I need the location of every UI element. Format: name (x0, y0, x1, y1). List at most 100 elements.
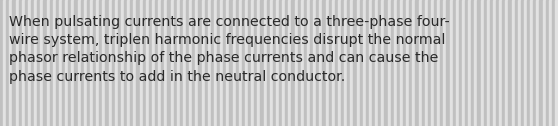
Bar (28, 0, 31, 126)
Bar (412, 0, 415, 126)
Bar (502, 0, 506, 126)
Bar (127, 0, 130, 126)
Bar (133, 0, 136, 126)
Bar (508, 0, 512, 126)
Bar (468, 0, 471, 126)
Bar (397, 0, 400, 126)
Bar (474, 0, 478, 126)
Bar (80, 0, 84, 126)
Bar (301, 0, 304, 126)
Bar (506, 0, 508, 126)
Bar (493, 0, 496, 126)
Bar (459, 0, 462, 126)
Bar (282, 0, 285, 126)
Bar (521, 0, 524, 126)
Bar (87, 0, 90, 126)
Bar (403, 0, 406, 126)
Bar (121, 0, 124, 126)
Bar (331, 0, 335, 126)
Bar (186, 0, 189, 126)
Bar (462, 0, 465, 126)
Bar (140, 0, 143, 126)
Bar (533, 0, 536, 126)
Bar (555, 0, 558, 126)
Bar (261, 0, 263, 126)
Bar (254, 0, 257, 126)
Bar (46, 0, 50, 126)
Bar (415, 0, 418, 126)
Bar (552, 0, 555, 126)
Bar (440, 0, 443, 126)
Bar (229, 0, 233, 126)
Bar (199, 0, 201, 126)
Bar (214, 0, 217, 126)
Bar (248, 0, 251, 126)
Bar (62, 0, 65, 126)
Bar (471, 0, 474, 126)
Bar (227, 0, 229, 126)
Bar (25, 0, 28, 126)
Bar (78, 0, 80, 126)
Bar (251, 0, 254, 126)
Bar (112, 0, 115, 126)
Bar (307, 0, 310, 126)
Bar (99, 0, 102, 126)
Bar (527, 0, 530, 126)
Bar (192, 0, 195, 126)
Bar (50, 0, 52, 126)
Bar (44, 0, 46, 126)
Bar (40, 0, 44, 126)
Bar (59, 0, 62, 126)
Bar (12, 0, 16, 126)
Bar (189, 0, 192, 126)
Bar (353, 0, 357, 126)
Bar (239, 0, 242, 126)
Bar (465, 0, 468, 126)
Bar (369, 0, 372, 126)
Bar (431, 0, 434, 126)
Bar (425, 0, 428, 126)
Bar (546, 0, 549, 126)
Bar (366, 0, 369, 126)
Bar (530, 0, 533, 126)
Text: When pulsating currents are connected to a three-phase four-
wire system, triple: When pulsating currents are connected to… (9, 15, 450, 84)
Bar (0, 0, 3, 126)
Bar (384, 0, 387, 126)
Bar (6, 0, 9, 126)
Bar (9, 0, 12, 126)
Bar (536, 0, 540, 126)
Bar (242, 0, 245, 126)
Bar (285, 0, 288, 126)
Bar (149, 0, 152, 126)
Bar (146, 0, 149, 126)
Bar (344, 0, 347, 126)
Bar (350, 0, 353, 126)
Bar (490, 0, 493, 126)
Bar (37, 0, 40, 126)
Bar (171, 0, 174, 126)
Bar (304, 0, 307, 126)
Bar (167, 0, 171, 126)
Bar (96, 0, 99, 126)
Bar (487, 0, 490, 126)
Bar (437, 0, 440, 126)
Bar (108, 0, 112, 126)
Bar (540, 0, 542, 126)
Bar (233, 0, 235, 126)
Bar (267, 0, 270, 126)
Bar (484, 0, 487, 126)
Bar (130, 0, 133, 126)
Bar (381, 0, 384, 126)
Bar (217, 0, 220, 126)
Bar (347, 0, 350, 126)
Bar (391, 0, 394, 126)
Bar (524, 0, 527, 126)
Bar (316, 0, 319, 126)
Bar (174, 0, 177, 126)
Bar (325, 0, 329, 126)
Bar (74, 0, 78, 126)
Bar (90, 0, 93, 126)
Bar (257, 0, 261, 126)
Bar (297, 0, 301, 126)
Bar (319, 0, 323, 126)
